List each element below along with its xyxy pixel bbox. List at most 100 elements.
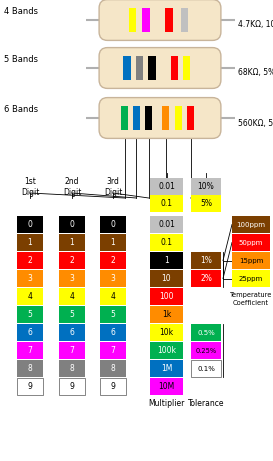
Text: 0.1: 0.1 <box>161 199 173 208</box>
Bar <box>142 8 150 32</box>
Text: 1: 1 <box>70 238 74 247</box>
Text: 68KΩ, 5%: 68KΩ, 5% <box>238 69 273 77</box>
Bar <box>181 8 188 32</box>
Bar <box>150 234 183 251</box>
Bar <box>17 306 43 323</box>
Text: 1: 1 <box>164 256 169 265</box>
Bar <box>150 342 183 359</box>
Bar <box>191 270 221 287</box>
Bar <box>17 342 43 359</box>
Bar <box>150 178 183 195</box>
Text: 5 Bands: 5 Bands <box>4 55 38 64</box>
Text: 6: 6 <box>111 328 115 337</box>
FancyBboxPatch shape <box>99 0 221 41</box>
Text: 0.1%: 0.1% <box>197 366 215 372</box>
Text: 4: 4 <box>111 292 115 301</box>
Bar <box>191 324 221 341</box>
Text: 10: 10 <box>162 274 171 283</box>
Bar <box>145 106 152 130</box>
Text: 5: 5 <box>28 310 32 319</box>
Text: 10%: 10% <box>198 182 214 191</box>
Text: Temperature
Coefficient: Temperature Coefficient <box>230 292 272 306</box>
Bar <box>232 216 270 233</box>
Text: 4.7KΩ, 10%: 4.7KΩ, 10% <box>238 20 273 30</box>
Bar <box>17 270 43 287</box>
Text: 25ppm: 25ppm <box>239 276 263 282</box>
Bar <box>150 270 183 287</box>
Text: 0: 0 <box>28 220 32 229</box>
Bar <box>59 342 85 359</box>
Bar <box>100 216 126 233</box>
Text: 100k: 100k <box>157 346 176 355</box>
Bar <box>232 252 270 269</box>
Bar <box>121 106 128 130</box>
Text: 7: 7 <box>111 346 115 355</box>
Text: 3rd
Digit: 3rd Digit <box>104 177 122 197</box>
Text: 560KΩ, 5%: 560KΩ, 5% <box>238 118 273 128</box>
Text: 8: 8 <box>28 364 32 373</box>
Text: 1: 1 <box>28 238 32 247</box>
Text: 1%: 1% <box>200 256 212 265</box>
Text: 3: 3 <box>70 274 75 283</box>
Bar <box>59 252 85 269</box>
Text: 0: 0 <box>70 220 75 229</box>
Bar <box>59 324 85 341</box>
Bar <box>100 288 126 305</box>
Bar <box>17 252 43 269</box>
Text: 1st
Digit: 1st Digit <box>21 177 39 197</box>
Text: 6: 6 <box>70 328 75 337</box>
FancyBboxPatch shape <box>99 98 221 138</box>
Bar <box>187 106 194 130</box>
Bar <box>191 342 221 359</box>
Text: 5%: 5% <box>200 199 212 208</box>
Bar <box>100 270 126 287</box>
Bar <box>191 195 221 212</box>
Bar <box>149 56 156 80</box>
Text: 10M: 10M <box>158 382 175 391</box>
Bar <box>17 324 43 341</box>
Bar <box>171 56 178 80</box>
Bar <box>59 378 85 395</box>
Bar <box>100 306 126 323</box>
Bar <box>59 378 85 395</box>
Text: 2nd
Digit: 2nd Digit <box>63 177 81 197</box>
Bar <box>150 360 183 377</box>
Bar <box>136 56 143 80</box>
Bar <box>100 342 126 359</box>
Text: 9: 9 <box>28 382 32 391</box>
Bar <box>129 8 136 32</box>
Text: 6: 6 <box>28 328 32 337</box>
Bar <box>59 270 85 287</box>
Text: 4: 4 <box>70 292 75 301</box>
Text: Tolerance: Tolerance <box>188 399 224 408</box>
Text: 0.5%: 0.5% <box>197 330 215 336</box>
Bar <box>150 216 183 233</box>
Text: 100ppm: 100ppm <box>236 221 266 227</box>
Bar <box>17 360 43 377</box>
Text: 1k: 1k <box>162 310 171 319</box>
Text: 5: 5 <box>70 310 75 319</box>
Bar <box>17 378 43 395</box>
Text: 2%: 2% <box>200 274 212 283</box>
Bar <box>59 288 85 305</box>
Text: 1M: 1M <box>161 364 172 373</box>
Text: 0.01: 0.01 <box>158 220 175 229</box>
Bar <box>191 252 221 269</box>
Text: 3: 3 <box>28 274 32 283</box>
Bar <box>100 378 126 395</box>
FancyBboxPatch shape <box>99 47 221 89</box>
Bar <box>59 216 85 233</box>
Bar <box>232 270 270 287</box>
Bar <box>175 106 182 130</box>
Text: 2: 2 <box>70 256 74 265</box>
Text: 4 Bands: 4 Bands <box>4 7 38 16</box>
Bar <box>17 288 43 305</box>
Text: 0.01: 0.01 <box>158 182 175 191</box>
Bar <box>100 252 126 269</box>
Text: 100: 100 <box>159 292 174 301</box>
Bar <box>150 306 183 323</box>
Text: 8: 8 <box>111 364 115 373</box>
Bar <box>162 106 169 130</box>
Bar <box>133 106 140 130</box>
Text: 6 Bands: 6 Bands <box>4 105 38 114</box>
